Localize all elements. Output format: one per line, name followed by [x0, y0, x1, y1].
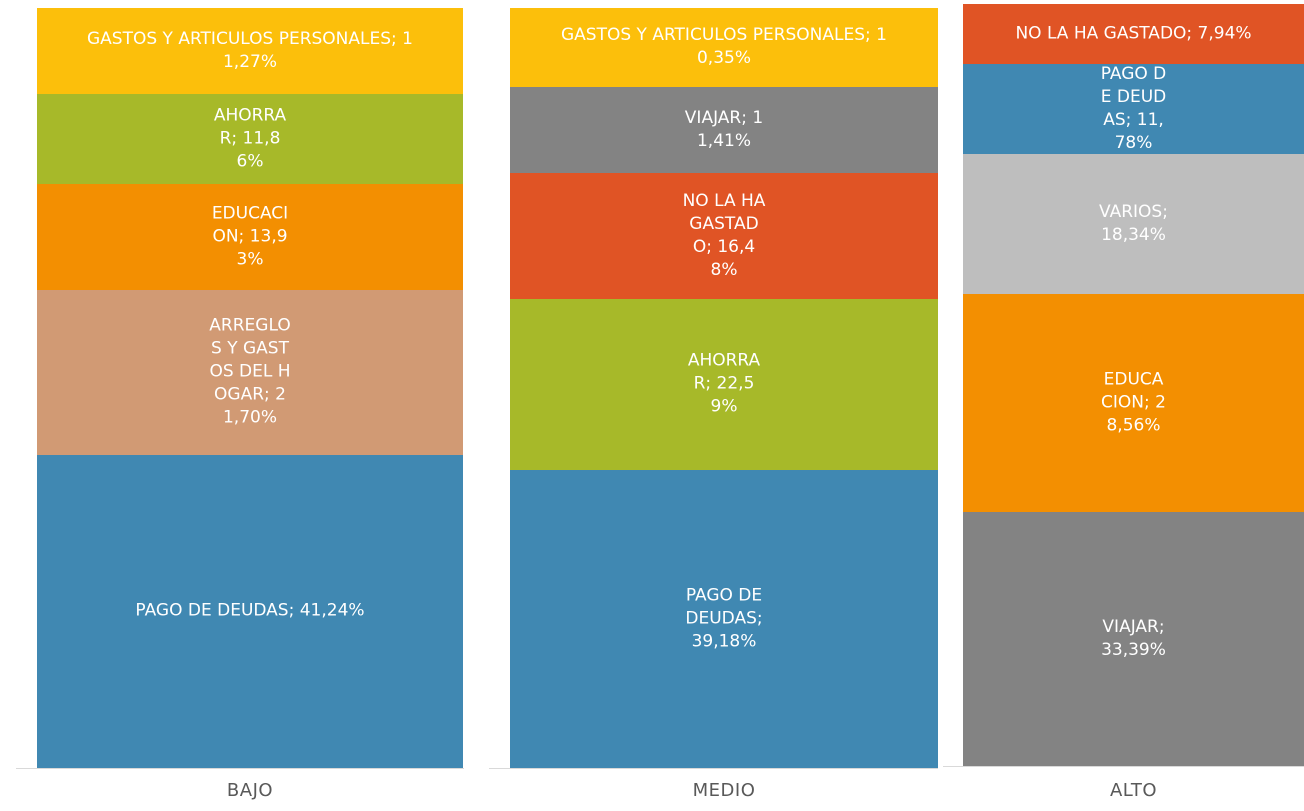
data-label-alto-viajar: VIAJAR; 33,39%: [1101, 616, 1166, 660]
axis-baseline: [16, 768, 464, 769]
data-label-alto-varios: VARIOS; 18,34%: [1099, 202, 1168, 246]
bar-segment-alto-viajar: VIAJAR; 33,39%: [963, 511, 1304, 766]
category-label-alto: ALTO: [1109, 780, 1158, 801]
bar-segment-bajo-ahorrar: AHORRAR; 11,86%: [37, 93, 463, 184]
category-label-bajo: BAJO: [226, 780, 274, 801]
bar-segment-bajo-arreglos-y-gastos-del-hogar: ARREGLOS Y GASTOS DEL HOGAR; 21,70%: [37, 289, 463, 455]
bar-segment-medio-no-la-ha-gastado: NO LA HA GASTADO; 16,48%: [510, 173, 938, 299]
data-label-alto-pago-de-deudas: PAGO DE DEUDAS; 11,78%: [1100, 64, 1167, 154]
axis-baseline: [943, 766, 1304, 767]
data-label-bajo-ahorrar: AHORRAR; 11,86%: [213, 105, 287, 172]
bar-segment-bajo-educacion: EDUCACION; 13,93%: [37, 183, 463, 290]
bar-segment-medio-pago-de-deudas: PAGO DE DEUDAS; 39,18%: [510, 470, 938, 768]
data-label-medio-viajar: VIAJAR; 11,41%: [684, 107, 764, 151]
data-label-medio-ahorrar: AHORRAR; 22,59%: [687, 350, 761, 417]
bar-segment-alto-varios: VARIOS; 18,34%: [963, 154, 1304, 294]
bar-segment-medio-ahorrar: AHORRAR; 22,59%: [510, 298, 938, 471]
bar-segment-medio-gastos-y-articulos-personales: GASTOS Y ARTICULOS PERSONALES; 10,35%: [510, 8, 938, 87]
data-label-medio-gastos-y-articulos-personales: GASTOS Y ARTICULOS PERSONALES; 10,35%: [561, 25, 887, 69]
bar-segment-alto-pago-de-deudas: PAGO DE DEUDAS; 11,78%: [963, 64, 1304, 155]
data-label-medio-pago-de-deudas: PAGO DE DEUDAS; 39,18%: [685, 585, 763, 652]
data-label-alto-educacion: EDUCACION; 28,56%: [1101, 369, 1166, 436]
data-label-bajo-arreglos-y-gastos-del-hogar: ARREGLOS Y GASTOS DEL HOGAR; 21,70%: [209, 315, 291, 428]
bar-segment-bajo-pago-de-deudas: PAGO DE DEUDAS; 41,24%: [37, 454, 463, 768]
data-label-medio-no-la-ha-gastado: NO LA HA GASTADO; 16,48%: [682, 190, 766, 280]
data-label-bajo-educacion: EDUCACION; 13,93%: [211, 203, 289, 270]
data-label-bajo-pago-de-deudas: PAGO DE DEUDAS; 41,24%: [135, 600, 365, 621]
bar-segment-alto-educacion: EDUCACION; 28,56%: [963, 293, 1304, 512]
bar-segment-medio-viajar: VIAJAR; 11,41%: [510, 86, 938, 174]
bar-segment-alto-no-la-ha-gastado: NO LA HA GASTADO; 7,94%: [963, 4, 1304, 65]
axis-baseline: [489, 768, 938, 769]
category-label-medio: MEDIO: [692, 780, 756, 801]
data-label-alto-no-la-ha-gastado: NO LA HA GASTADO; 7,94%: [1015, 23, 1252, 44]
bar-segment-bajo-gastos-y-articulos-personales: GASTOS Y ARTICULOS PERSONALES; 11,27%: [37, 8, 463, 94]
data-label-bajo-gastos-y-articulos-personales: GASTOS Y ARTICULOS PERSONALES; 11,27%: [87, 28, 413, 72]
